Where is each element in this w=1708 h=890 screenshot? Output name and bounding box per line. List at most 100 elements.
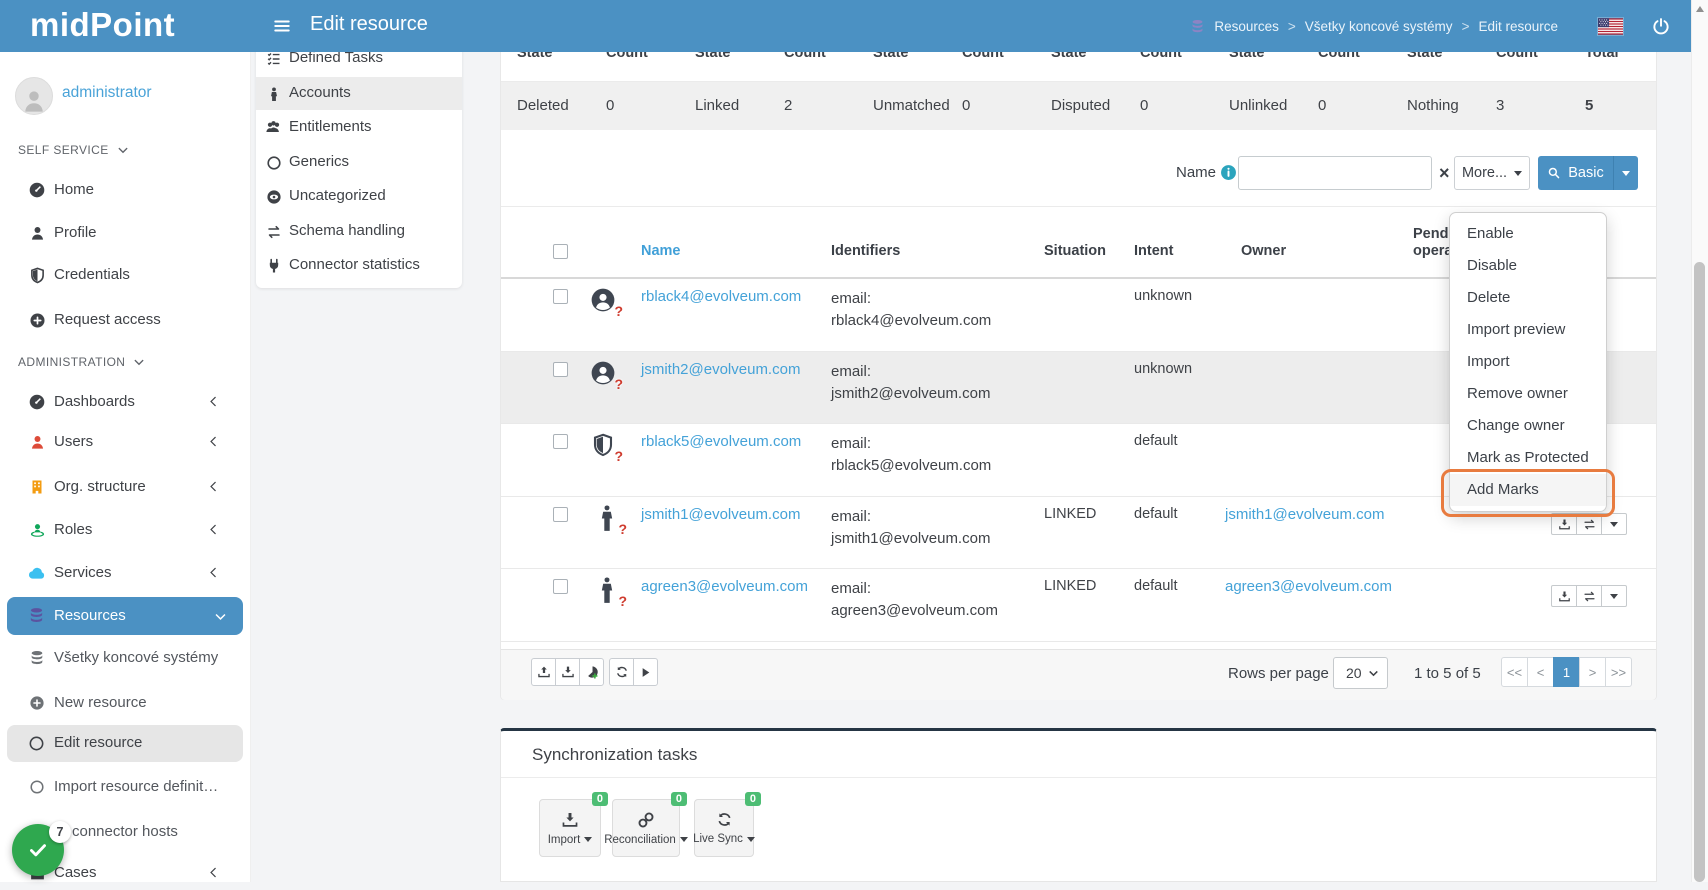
- section-administration[interactable]: ADMINISTRATION: [18, 354, 145, 370]
- hamburger-menu-icon[interactable]: [272, 17, 292, 35]
- more-filters-button[interactable]: More...: [1454, 156, 1530, 190]
- breadcrumb-resources[interactable]: Resources: [1214, 19, 1279, 34]
- menu-item-disable[interactable]: Disable: [1450, 250, 1606, 282]
- chevron-left-icon: [206, 865, 220, 879]
- menu-item-mark-as-protected[interactable]: Mark as Protected: [1450, 442, 1606, 474]
- breadcrumb-resource-name[interactable]: Všetky koncové systémy: [1305, 19, 1453, 34]
- menu-item-connector-statistics[interactable]: Connector statistics: [256, 249, 462, 282]
- menu-item-add-marks[interactable]: Add Marks: [1450, 474, 1606, 506]
- menu-item-generics[interactable]: Generics: [256, 146, 462, 179]
- account-name-link[interactable]: jsmith1@evolveum.com: [641, 506, 800, 523]
- sidebar-item-import-resource-definition[interactable]: Import resource definit…: [0, 770, 250, 804]
- sidebar-item-services[interactable]: Services: [0, 556, 250, 590]
- menu-item-uncategorized[interactable]: Uncategorized: [256, 180, 462, 213]
- sidebar-item-credentials[interactable]: Credentials: [0, 258, 250, 292]
- unknown-question-mark: ?: [614, 303, 623, 319]
- search-mode-caret[interactable]: [1613, 156, 1638, 190]
- page-first-button[interactable]: <<: [1501, 657, 1528, 687]
- search-icon: [1547, 166, 1561, 180]
- row-checkbox[interactable]: [553, 507, 568, 522]
- row-transfer-button[interactable]: [1576, 585, 1602, 607]
- menu-item-remove-owner[interactable]: Remove owner: [1450, 378, 1606, 410]
- clear-search-icon[interactable]: ×: [1439, 161, 1450, 185]
- refresh-button[interactable]: [609, 658, 634, 686]
- summary-state: Linked: [695, 97, 739, 114]
- menu-item-schema-handling[interactable]: Schema handling: [256, 215, 462, 248]
- page-prev-button[interactable]: <: [1527, 657, 1554, 687]
- search-name-input[interactable]: [1238, 156, 1432, 190]
- select-all-checkbox[interactable]: [553, 244, 568, 259]
- row-download-button[interactable]: [1551, 513, 1577, 535]
- chevron-left-icon: [206, 565, 220, 579]
- section-self-service[interactable]: SELF SERVICE: [18, 142, 129, 158]
- sidebar-user-link[interactable]: administrator: [62, 84, 152, 102]
- sidebar-item-all-resources[interactable]: Všetky koncové systémy: [0, 641, 250, 675]
- scrollbar-thumb[interactable]: [1694, 262, 1705, 882]
- menu-item-import-preview[interactable]: Import preview: [1450, 314, 1606, 346]
- page-1-button[interactable]: 1: [1553, 657, 1580, 687]
- play-button[interactable]: [633, 658, 658, 686]
- page-scrollbar[interactable]: [1691, 0, 1708, 882]
- sidebar-item-roles[interactable]: Roles: [0, 513, 250, 547]
- upload-button[interactable]: [531, 658, 556, 686]
- logout-power-icon[interactable]: [1652, 17, 1670, 35]
- chevron-left-icon: [206, 434, 220, 448]
- summary-count: 0: [1318, 97, 1326, 114]
- summary-state: Deleted: [517, 97, 569, 114]
- refresh-icon: [716, 811, 733, 828]
- sidebar-item-home[interactable]: Home: [0, 173, 250, 207]
- language-flag-us[interactable]: [1598, 18, 1623, 35]
- row-checkbox[interactable]: [553, 362, 568, 377]
- row-menu-caret-button[interactable]: [1601, 513, 1627, 535]
- menu-item-import[interactable]: Import: [1450, 346, 1606, 378]
- row-download-button[interactable]: [1551, 585, 1577, 607]
- circle-icon: [28, 735, 45, 752]
- account-name-link[interactable]: jsmith2@evolveum.com: [641, 361, 800, 378]
- row-checkbox[interactable]: [553, 579, 568, 594]
- sidebar-item-new-resource[interactable]: New resource: [0, 686, 250, 720]
- row-checkbox[interactable]: [553, 289, 568, 304]
- sidebar-item-resources-selected[interactable]: Resources: [7, 597, 243, 635]
- create-report-button[interactable]: [579, 658, 604, 686]
- menu-item-accounts[interactable]: Accounts: [256, 77, 462, 110]
- import-task-button[interactable]: Import 0: [539, 799, 601, 857]
- summary-count: 0: [962, 97, 970, 114]
- task-count-badge: 0: [745, 792, 761, 806]
- sidebar-item-dashboards[interactable]: Dashboards: [0, 385, 250, 419]
- plus-circle-icon: [28, 311, 46, 329]
- live-sync-task-button[interactable]: Live Sync 0: [694, 799, 754, 857]
- page-next-button[interactable]: >: [1579, 657, 1606, 687]
- account-owner-link[interactable]: jsmith1@evolveum.com: [1225, 506, 1384, 523]
- sidebar-item-request-access[interactable]: Request access: [0, 303, 250, 337]
- menu-item-delete[interactable]: Delete: [1450, 282, 1606, 314]
- column-header-name[interactable]: Name: [641, 243, 681, 259]
- account-name-link[interactable]: rblack4@evolveum.com: [641, 288, 801, 305]
- sidebar-item-profile[interactable]: Profile: [0, 216, 250, 250]
- download-button[interactable]: [555, 658, 580, 686]
- account-name-link[interactable]: agreen3@evolveum.com: [641, 578, 808, 595]
- scrollbar-up-arrow-icon[interactable]: [1696, 6, 1704, 12]
- pagination: << < 1 > >>: [1501, 657, 1632, 687]
- sidebar-item-org-structure[interactable]: Org. structure: [0, 470, 250, 504]
- account-owner-link[interactable]: agreen3@evolveum.com: [1225, 578, 1392, 595]
- menu-item-entitlements[interactable]: Entitlements: [256, 111, 462, 144]
- row-transfer-button[interactable]: [1576, 513, 1602, 535]
- sidebar-item-edit-resource-selected[interactable]: Edit resource: [7, 725, 243, 762]
- account-name-link[interactable]: rblack5@evolveum.com: [641, 433, 801, 450]
- midpoint-logo[interactable]: midPoint: [30, 6, 175, 44]
- breadcrumb-current: Edit resource: [1478, 19, 1558, 34]
- rows-per-page-select[interactable]: 20: [1333, 657, 1388, 689]
- page-last-button[interactable]: >>: [1605, 657, 1632, 687]
- basic-search-button[interactable]: Basic: [1538, 156, 1638, 190]
- account-identifiers: email:rblack4@evolveum.com: [831, 288, 991, 332]
- menu-item-enable[interactable]: Enable: [1450, 218, 1606, 250]
- dashboard-icon: [28, 181, 46, 199]
- sidebar-item-users[interactable]: Users: [0, 425, 250, 459]
- row-menu-caret-button[interactable]: [1601, 585, 1627, 607]
- database-icon: [28, 649, 46, 667]
- menu-item-change-owner[interactable]: Change owner: [1450, 410, 1606, 442]
- reconciliation-task-button[interactable]: Reconciliation 0: [612, 799, 680, 857]
- info-icon[interactable]: [1220, 164, 1237, 181]
- row-checkbox[interactable]: [553, 434, 568, 449]
- avatar[interactable]: [15, 77, 53, 115]
